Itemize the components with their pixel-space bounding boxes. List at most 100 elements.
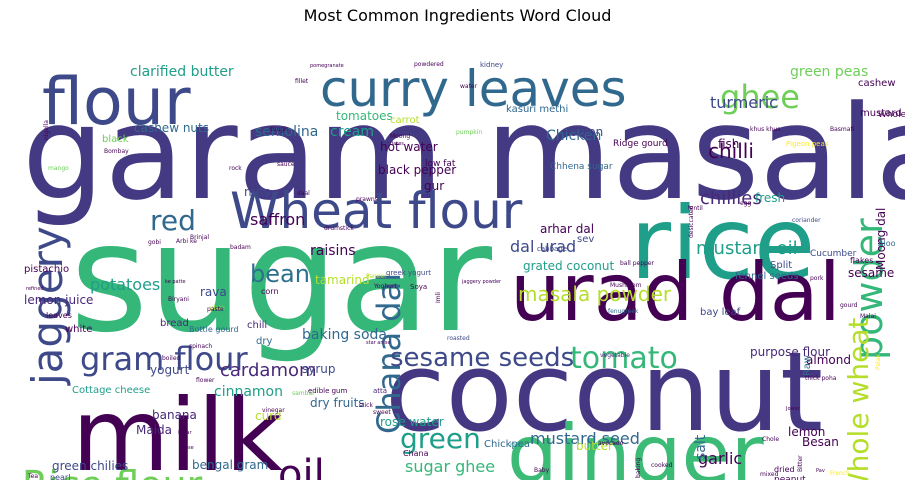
word-49: tomatoes [336,109,393,123]
word-136: drumstick [324,225,354,232]
word-10: jaggery [23,226,72,386]
word-129: boiled [162,355,181,362]
word-52: yogurt [150,363,190,377]
word-166: Bombay [104,148,129,155]
word-110: Moong [390,133,410,140]
word-6: ginger [507,408,764,480]
word-89: leaves [46,311,72,320]
word-36: garlic [698,449,742,468]
word-163: fillet [295,78,309,85]
word-142: baking [635,458,642,478]
word-92: Ridge gourd [613,139,668,149]
word-30: semolina [255,124,318,140]
word-25: chilli [708,139,754,163]
word-104: flakes [850,256,873,265]
word-79: sesame [848,266,894,280]
word-174: gobi [148,239,161,246]
word-160: water [460,83,478,90]
word-67: tamarind [315,273,370,287]
word-103: Split [770,260,792,271]
word-95: sev [577,234,594,245]
word-62: arhar dal [540,222,594,236]
word-124: star anise [366,340,391,346]
word-54: Besan [802,435,839,449]
word-151: Palak [875,354,882,370]
word-1: sugar [70,192,492,366]
word-19: green [400,422,481,455]
word-138: Paneer [366,273,387,280]
word-139: stick [359,402,373,409]
word-55: butter [576,439,613,453]
word-74: banana [152,408,197,422]
word-28: dal urad [510,237,576,256]
word-5: urad dal [510,246,841,339]
word-14: Whole wheat [842,318,875,481]
word-3: coconut [385,328,823,456]
word-70: Moong dal [874,208,888,270]
word-132: sauce [277,161,295,168]
word-102: Bottle gourd [189,325,239,334]
word-83: chili [247,320,267,331]
word-59: nuts [244,185,270,199]
word-147: Chole [762,436,779,443]
word-115: cabbage [537,245,567,253]
word-61: hot water [380,140,438,154]
word-169: Arbi ke [176,238,197,245]
word-31: potatoes [90,275,160,294]
word-87: Cottage cheese [72,385,150,396]
word-143: Baby [534,467,550,474]
word-150: gourd [840,302,858,309]
word-133: rock [229,165,242,172]
word-63: Chickpea [484,439,530,450]
word-94: Aloo [878,239,896,248]
word-177: Soya [410,283,427,291]
word-44: rava [200,285,227,299]
word-73: lemon [788,425,825,439]
word-8: curry leaves [320,60,627,118]
word-111: low fat [425,159,456,169]
word-46: cream [330,124,374,140]
word-7: flour [42,65,191,140]
word-91: kasuri methi [506,104,568,115]
chart-title: Most Common Ingredients Word Cloud [303,6,612,25]
word-130: flower [196,377,215,384]
word-85: dry [256,336,272,347]
word-159: powdered [414,61,444,68]
word-99: pistachio [24,264,69,275]
word-29: saffron [250,210,305,229]
word-153: Malai [860,313,876,320]
word-181: Tea [27,473,38,480]
word-125: edible gum [308,387,347,395]
word-47: raisins [310,243,356,259]
word-80: fresh [755,191,785,205]
word-112: khus khus [750,126,780,133]
word-157: egg [740,200,752,207]
word-88: peanut [774,475,806,480]
word-50: cashew nuts [134,121,209,135]
word-9: Wheat flour [230,182,523,240]
word-33: mustard seed [530,429,640,448]
word-109: kidney [480,61,503,69]
word-137: Yoghurt [373,283,397,290]
word-164: pomegranate [310,63,344,69]
word-40: baking soda [302,327,387,343]
word-134: daal [297,190,310,197]
word-173: refined [26,286,44,292]
word-81: black [102,134,129,145]
word-114: coriander [792,217,821,224]
word-71: Raw [802,355,813,376]
word-105: dried [774,465,795,474]
word-116: greek yogurt [386,269,431,277]
word-37: salt [693,434,709,460]
word-27: cardamom [220,360,317,381]
word-101: carrot [390,115,420,126]
word-185: Pav [816,468,825,474]
word-162: dates [390,141,404,147]
word-90: Chhena sugar [550,162,613,172]
word-18: sesame seeds [390,343,574,373]
word-48: curd [255,409,282,423]
word-117: plain [210,305,225,312]
word-171: ke patte [165,279,186,285]
word-121: roasted [447,335,470,342]
